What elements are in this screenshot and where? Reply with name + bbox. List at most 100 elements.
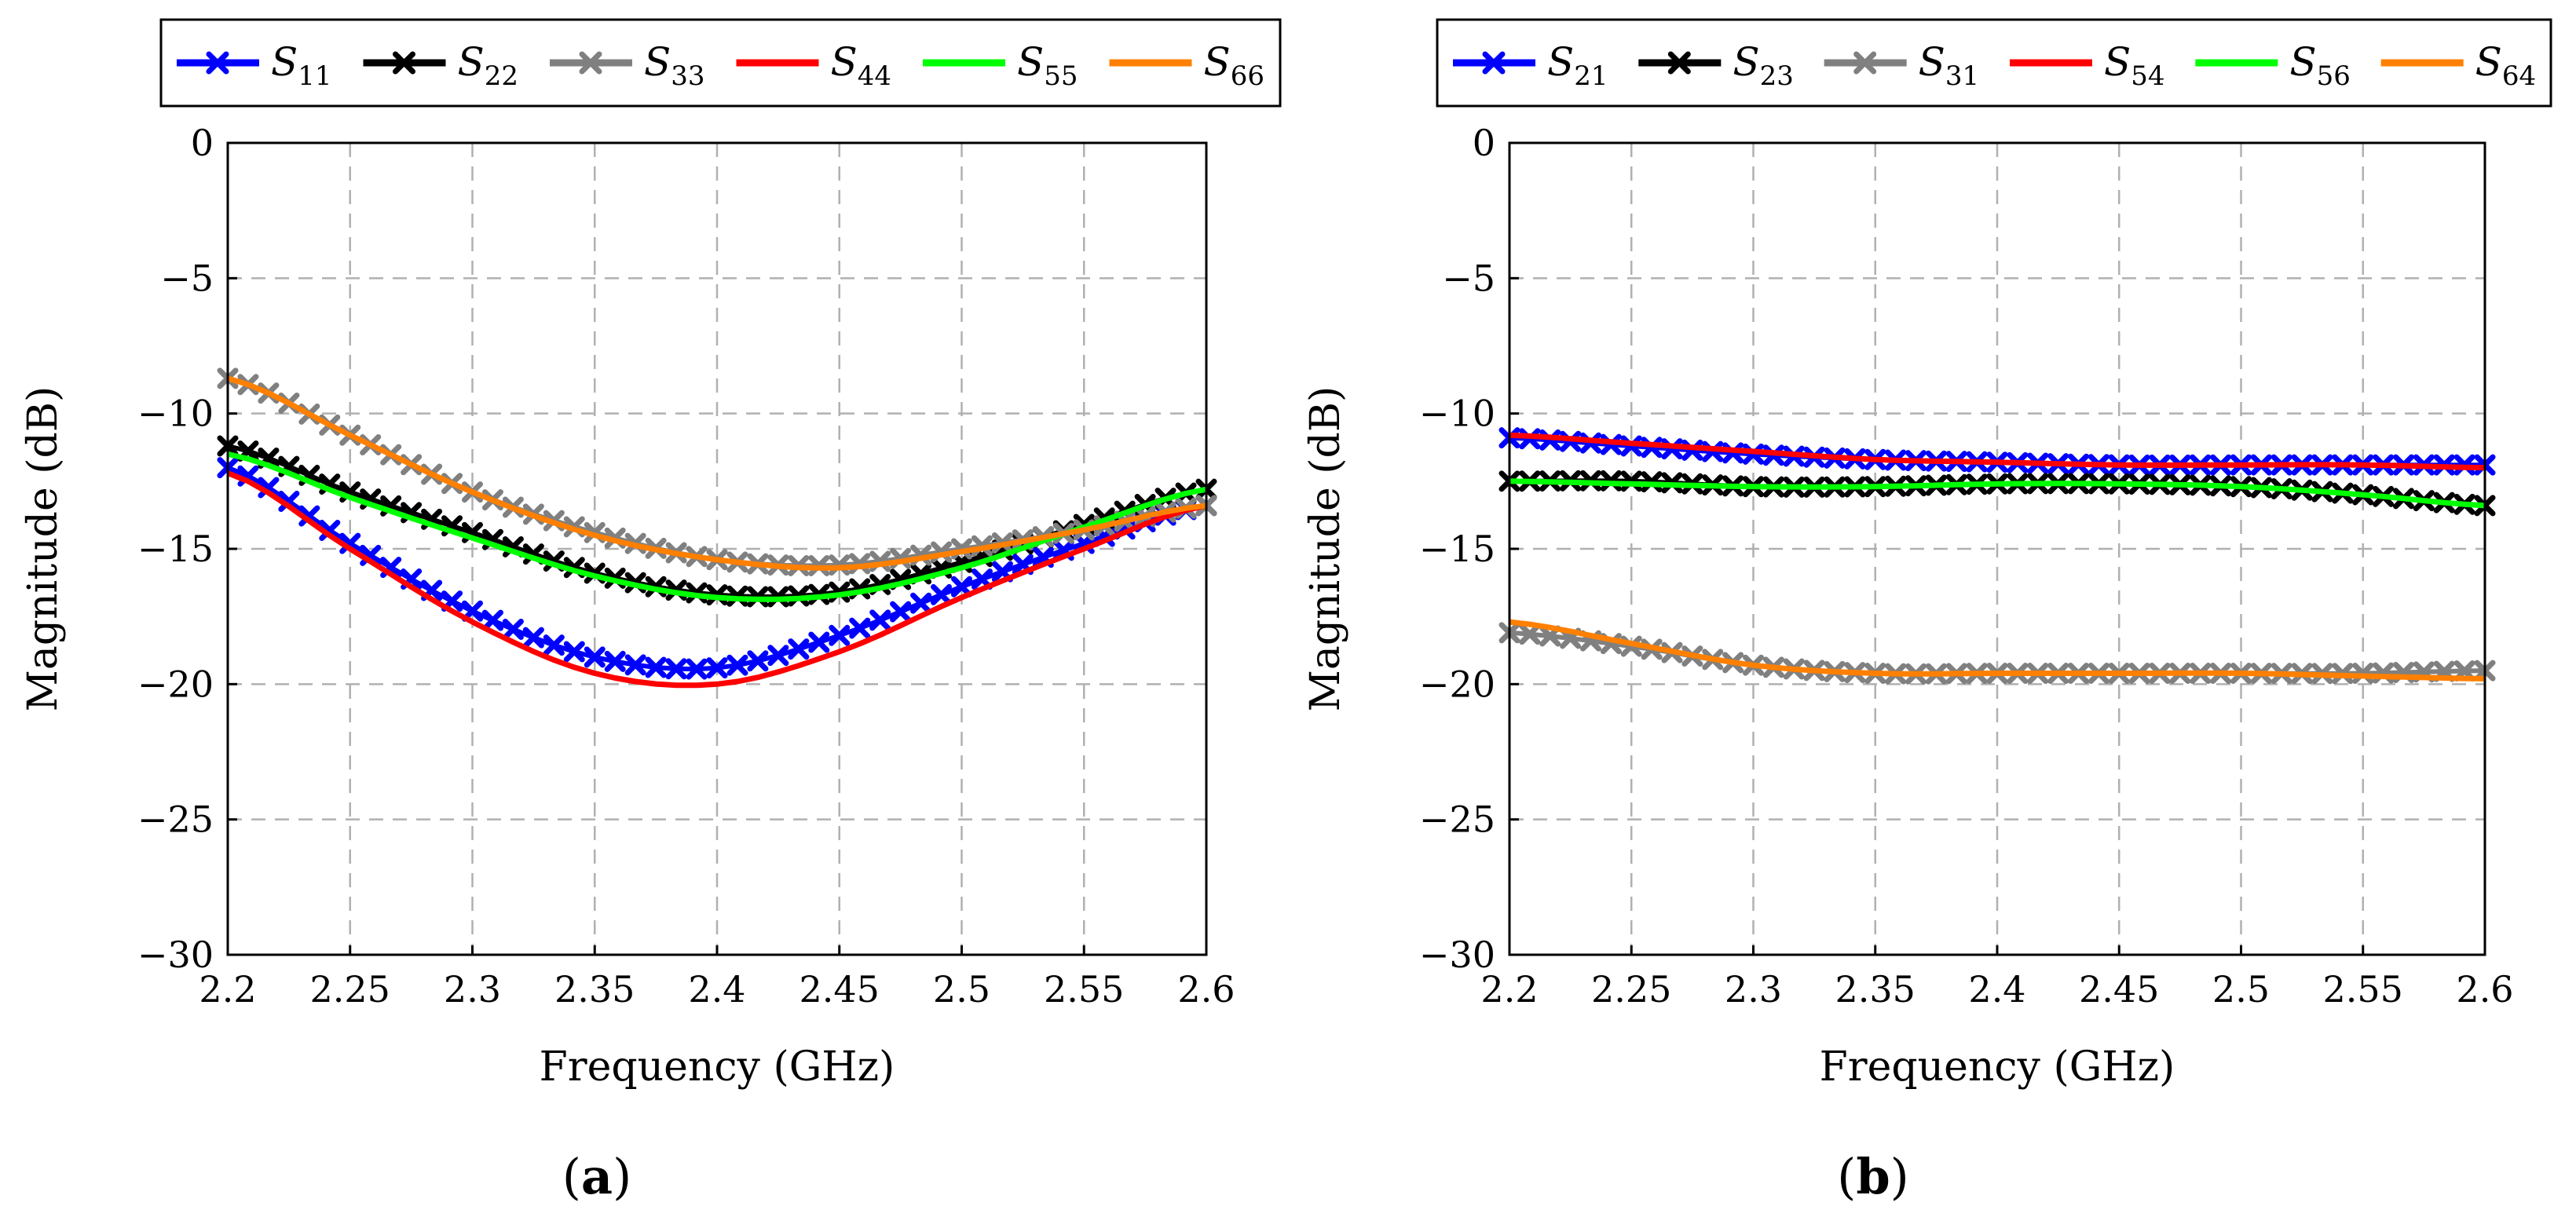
series-marker-S11 <box>706 657 728 679</box>
grid <box>1508 141 2486 956</box>
y-tick-label: −25 <box>1419 799 1495 841</box>
series-marker-S11 <box>931 583 953 605</box>
x-tick-label: 2.4 <box>1968 968 2025 1011</box>
series-marker-S11 <box>910 592 932 614</box>
legend-label: S66 <box>1204 39 1265 92</box>
series-marker-S31 <box>1519 623 1541 645</box>
series-marker-S11 <box>890 601 912 623</box>
legend-entry-S66: S66 <box>1109 39 1265 92</box>
series-marker-S11 <box>869 609 891 631</box>
legend-marker <box>1482 51 1506 75</box>
x-tick-label: 2.55 <box>1044 968 1124 1011</box>
series-marker-S11 <box>808 631 830 653</box>
series-marker-S11 <box>686 658 708 680</box>
series-line-S54 <box>1509 432 2486 471</box>
y-tick-label: −30 <box>137 934 214 976</box>
x-tick-label: 2.25 <box>310 968 390 1011</box>
series-marker-S11 <box>767 645 789 667</box>
series-marker-S11 <box>849 617 871 639</box>
y-tick-label: −5 <box>160 257 214 299</box>
y-tick-label: −5 <box>1442 257 1495 299</box>
legend-entry-S23: S23 <box>1638 39 1794 92</box>
chart-panel-a: 2.2 2.25 2.3 2.35 2.4 2.45 2.5 2.55 2.6 0 −5 −10 −15… <box>20 18 1282 1205</box>
x-tick-label: 2.35 <box>1835 968 1916 1011</box>
legend-marker <box>206 51 229 75</box>
legend-entry-S64: S64 <box>2380 39 2537 92</box>
series-marker-S11 <box>645 656 667 678</box>
y-tick-label: −10 <box>1419 393 1495 435</box>
legend: S11 S22 S33 S44 S55 S66 <box>159 18 1282 108</box>
series-marker-S11 <box>319 520 341 542</box>
x-tick-label: 2.6 <box>1177 968 1235 1011</box>
y-tick-label: −15 <box>137 528 214 570</box>
legend-label: S54 <box>2104 39 2165 92</box>
series-line-S64 <box>1509 619 2486 682</box>
series-marker-S11 <box>951 576 972 598</box>
series-marker-S11 <box>502 619 524 641</box>
legend-label: S22 <box>458 39 519 92</box>
x-tick-label: 2.35 <box>554 968 635 1011</box>
series-marker-S11 <box>584 646 606 668</box>
legend-entry-S56: S56 <box>2195 39 2351 92</box>
legend-entry-S22: S22 <box>363 39 519 92</box>
y-tick-label: −15 <box>1419 528 1495 570</box>
series-marker-S11 <box>604 650 626 672</box>
y-tick-label: −20 <box>1419 663 1495 705</box>
legend-label: S23 <box>1733 39 1794 92</box>
legend-entry-S31: S31 <box>1824 39 1980 92</box>
x-axis-label: Frequency (GHz) <box>1820 1043 2175 1091</box>
legend-label: S64 <box>2475 39 2537 92</box>
series-marker-S11 <box>624 654 646 676</box>
y-tick-label: −30 <box>1419 934 1495 976</box>
legend-entry-S11: S11 <box>177 39 332 92</box>
legend-entry-S54: S54 <box>2010 39 2165 92</box>
panel-label: (a) <box>562 1148 632 1205</box>
series-marker-S11 <box>829 624 851 646</box>
legend-label: S56 <box>2289 39 2351 92</box>
legend: S21 S23 S31 S54 S56 S64 <box>1436 18 2552 108</box>
x-tick-label: 2.55 <box>2323 968 2403 1011</box>
series-line-S44 <box>226 470 1207 689</box>
panel-label: (b) <box>1837 1148 1909 1205</box>
legend-label: S33 <box>644 39 705 92</box>
legend-label: S55 <box>1017 39 1078 92</box>
y-tick-label: 0 <box>191 122 214 164</box>
x-tick-label: 2.25 <box>1591 968 1671 1011</box>
chart-panel-b: 2.2 2.25 2.3 2.35 2.4 2.45 2.5 2.55 2.6 0 −5 −10 −15… <box>1302 18 2552 1205</box>
legend-entry-S33: S33 <box>550 39 705 92</box>
x-tick-label: 2.45 <box>800 968 880 1011</box>
legend-box <box>1436 18 2552 108</box>
y-tick-label: −20 <box>137 663 214 705</box>
legend-marker <box>1667 51 1691 75</box>
legend-entry-S21: S21 <box>1453 39 1608 92</box>
series-line-S56 <box>1509 478 2486 509</box>
y-axis-label: Magnitude (dB) <box>20 386 67 712</box>
series-marker-S11 <box>543 634 565 656</box>
x-tick-label: 2.6 <box>2456 968 2513 1011</box>
x-tick-label: 2.5 <box>933 968 990 1011</box>
y-tick-label: −25 <box>137 799 214 841</box>
x-tick-label: 2.2 <box>1480 968 1538 1011</box>
legend-box <box>159 18 1282 108</box>
series-marker-S11 <box>665 658 687 680</box>
series-line-S55 <box>227 451 1207 602</box>
series-line-S66 <box>226 375 1207 571</box>
legend-entry-S44: S44 <box>736 39 892 92</box>
series-marker-S11 <box>298 505 320 527</box>
series-marker-S11 <box>522 627 544 649</box>
y-tick-label: 0 <box>1473 122 1495 164</box>
legend-label: S21 <box>1547 39 1608 92</box>
y-axis-label: Magnitude (dB) <box>1302 386 1349 712</box>
x-tick-label: 2.45 <box>2079 968 2159 1011</box>
x-tick-label: 2.5 <box>2212 968 2270 1011</box>
series-marker-S11 <box>278 490 300 512</box>
x-axis-label: Frequency (GHz) <box>540 1043 895 1091</box>
series-marker-S11 <box>563 641 585 663</box>
legend-label: S44 <box>831 39 892 92</box>
y-tick-label: −10 <box>137 393 214 435</box>
series-marker-S11 <box>747 650 769 672</box>
series-marker-S11 <box>481 609 503 631</box>
legend-label: S31 <box>1919 39 1980 92</box>
legend-marker <box>393 51 415 75</box>
